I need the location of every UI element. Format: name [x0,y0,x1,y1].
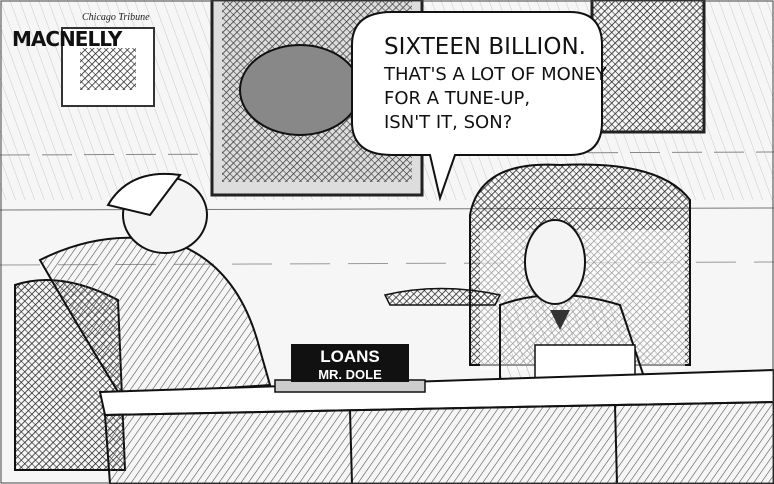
cartoon: LOANS MR. DOLE SIXTEEN BILLION. THAT'S A… [0,0,774,484]
picture [80,48,136,90]
desk-front [105,402,774,484]
elephant [240,45,360,135]
banker-head [525,220,585,304]
newspaper-credit: Chicago Tribune [82,12,150,23]
nameplate-line: MR. DOLE [318,367,382,382]
artist-signature: MACNELLY [12,27,123,51]
page: LOANS MR. DOLE SIXTEEN BILLION. THAT'S A… [0,0,774,484]
speech-line: SIXTEEN BILLION. [384,34,586,60]
speech-line: ISN'T IT, SON? [384,112,512,133]
nameplate-line: LOANS [320,347,380,366]
speech-line: THAT'S A LOT OF MONEY [383,64,608,85]
painting [592,0,704,132]
speech-line: FOR A TUNE-UP, [384,88,530,109]
